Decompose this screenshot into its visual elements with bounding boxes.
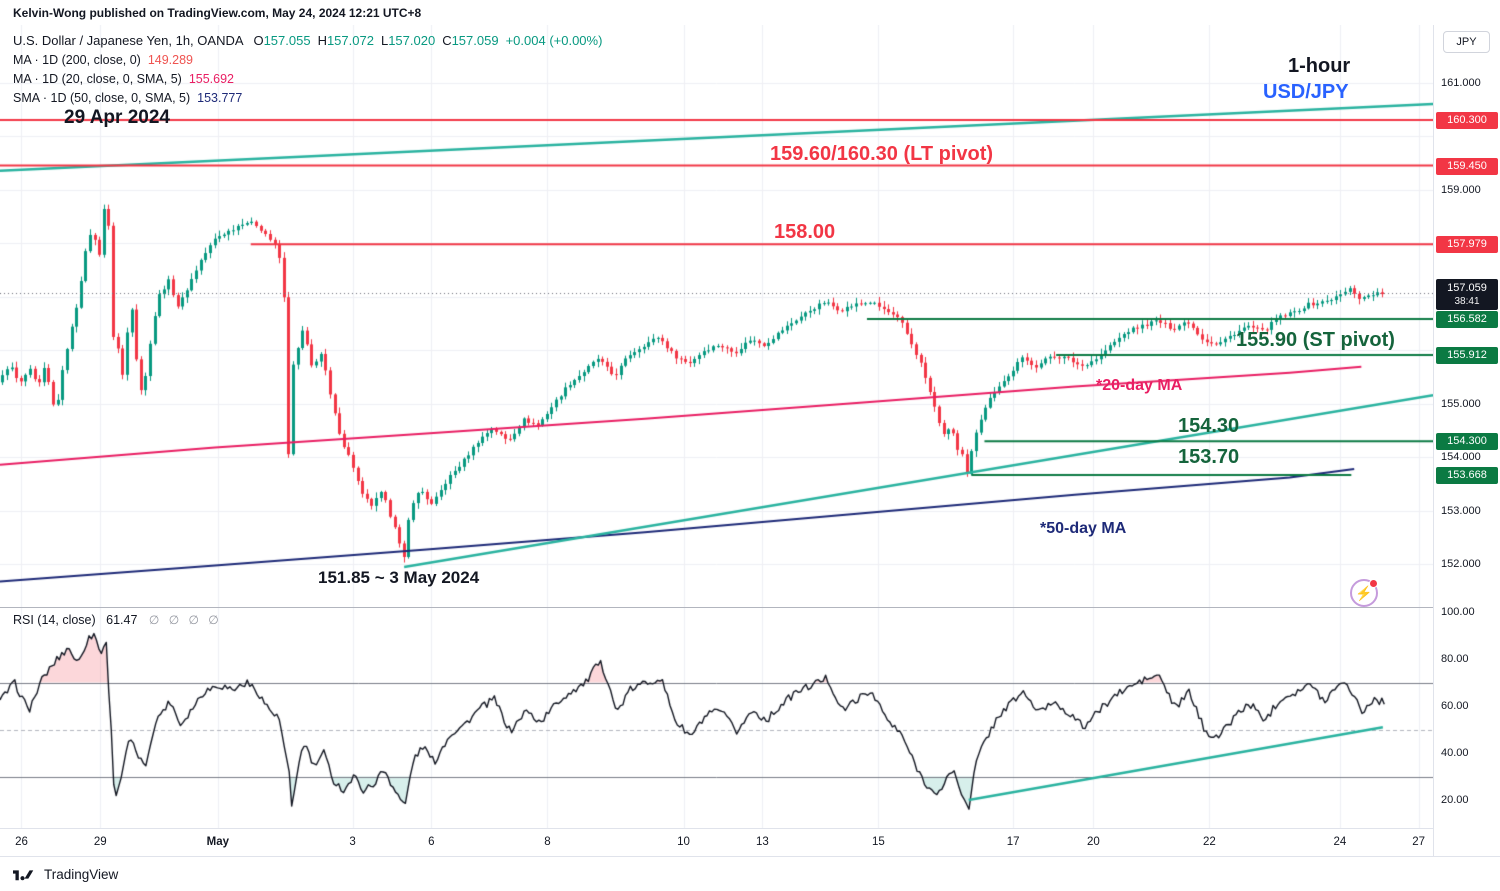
rsi-axis-label: 80.00 (1441, 653, 1469, 665)
indicator-row[interactable]: SMA · 1D (50, close, 0, SMA, 5) 153.777 (13, 88, 602, 107)
footer-bar: TradingView (0, 856, 1500, 891)
time-axis[interactable]: 26 29 May 3 6 8 10 13 15 17 20 22 24 27 (0, 828, 1433, 856)
indicator-value: 153.777 (197, 91, 243, 105)
label-153-70[interactable]: 153.70 (1178, 446, 1240, 468)
price-level-badge: 156.582 (1436, 311, 1498, 329)
ohlc-low-value: 157.020 (388, 33, 436, 48)
ohlc-low-label: L (380, 33, 389, 48)
ohlc-change: +0.004 (+0.00%) (505, 33, 603, 48)
rsi-axis-label: 60.00 (1441, 700, 1469, 712)
symbol-row[interactable]: U.S. Dollar / Japanese Yen, 1h, OANDA O1… (13, 31, 602, 50)
rsi-hidden-source-icons: ∅ ∅ ∅ ∅ (148, 613, 222, 627)
symbol-title: U.S. Dollar / Japanese Yen, 1h, OANDA (13, 33, 243, 48)
label-lt-pivot[interactable]: 159.60/160.30 (LT pivot) (770, 143, 994, 165)
price-level-badge: 157.979 (1436, 236, 1498, 254)
price-level-badge: 160.300 (1436, 112, 1498, 130)
price-axis[interactable]: JPY 161.000 159.000 155.000 154.000 153.000 1… (1433, 25, 1500, 856)
tradingview-brand[interactable]: TradingView (44, 866, 119, 882)
rsi-title: RSI (14, close) (13, 613, 96, 627)
time-axis-label: 8 (544, 836, 551, 848)
rsi-axis-label: 20.00 (1441, 794, 1469, 806)
time-axis-label: 22 (1203, 836, 1216, 848)
time-axis-label: 10 (677, 836, 690, 848)
time-axis-label: 17 (1006, 836, 1020, 848)
time-axis-label: May (206, 836, 229, 848)
time-axis-label: 20 (1086, 836, 1100, 848)
indicator-label: SMA · 1D (50, close, 0, SMA, 5) (13, 91, 191, 105)
label-154-30[interactable]: 154.30 (1178, 415, 1240, 437)
tradingview-logo-icon[interactable] (13, 868, 37, 881)
time-axis-label: 24 (1333, 836, 1347, 848)
indicator-value: 155.692 (188, 72, 234, 86)
chart-area[interactable]: U.S. Dollar / Japanese Yen, 1h, OANDA O1… (0, 25, 1500, 856)
rsi-legend[interactable]: RSI (14, close) 61.47 ∅ ∅ ∅ ∅ (13, 613, 222, 627)
rsi-axis-label: 40.00 (1441, 747, 1469, 759)
label-st-pivot[interactable]: 155.90 (ST pivot) (1236, 329, 1395, 351)
notification-dot (1369, 579, 1378, 588)
price-axis-label: 155.000 (1441, 397, 1481, 410)
main-price-chart-canvas[interactable] (0, 25, 1433, 607)
price-axis-label: 154.000 (1441, 451, 1481, 464)
label-29-apr[interactable]: 29 Apr 2024 (64, 107, 170, 128)
indicator-label: MA · 1D (200, close, 0) (13, 53, 141, 67)
price-axis-label: 161.000 (1441, 76, 1481, 89)
rsi-value: 61.47 (106, 613, 138, 627)
chart-legend: U.S. Dollar / Japanese Yen, 1h, OANDA O1… (13, 31, 602, 107)
label-20day-ma[interactable]: *20-day MA (1096, 377, 1183, 394)
ohlc-close-value: 157.059 (451, 33, 499, 48)
label-timeframe[interactable]: 1-hour (1288, 55, 1351, 77)
rsi-pane-canvas[interactable] (0, 607, 1433, 828)
ohlc-open-value: 157.055 (263, 33, 311, 48)
price-level-badge: 155.912 (1436, 346, 1498, 364)
publish-bar: Kelvin-Wong published on TradingView.com… (0, 0, 1500, 25)
publish-text: Kelvin-Wong published on TradingView.com… (13, 5, 422, 20)
ohlc-open-label: O (253, 33, 264, 48)
time-axis-label: 27 (1412, 836, 1426, 848)
indicator-value: 149.289 (147, 53, 194, 67)
price-level-badge: 159.450 (1436, 157, 1498, 175)
bar-countdown: 38:41 (1454, 295, 1480, 307)
label-pair[interactable]: USD/JPY (1263, 81, 1349, 103)
time-axis-label: 29 (93, 836, 107, 848)
indicator-label: MA · 1D (20, close, 0, SMA, 5) (13, 72, 182, 86)
time-axis-label: 15 (872, 836, 885, 848)
indicator-row[interactable]: MA · 1D (200, close, 0) 149.289 (13, 50, 602, 69)
ohlc-high-label: H (317, 33, 327, 48)
time-axis-label: 26 (15, 836, 28, 848)
currency-chip[interactable]: JPY (1443, 31, 1490, 53)
price-level-badge: 153.668 (1436, 467, 1498, 485)
ohlc-close-label: C (442, 33, 452, 48)
label-158[interactable]: 158.00 (774, 221, 836, 243)
time-axis-label: 3 (349, 836, 356, 848)
label-50day-ma[interactable]: *50-day MA (1040, 520, 1127, 537)
flash-icon[interactable]: ⚡ (1350, 579, 1378, 607)
price-level-badge: 154.300 (1436, 433, 1498, 451)
price-axis-label: 153.000 (1441, 504, 1481, 517)
ohlc-high-value: 157.072 (326, 33, 374, 48)
pane-separator[interactable] (0, 607, 1433, 608)
price-axis-label: 159.000 (1441, 183, 1481, 196)
indicator-legend-rows: MA · 1D (200, close, 0) 149.289 MA · 1D (2… (13, 50, 602, 107)
indicator-row[interactable]: MA · 1D (20, close, 0, SMA, 5) 155.692 (13, 69, 602, 88)
time-axis-label: 6 (428, 836, 435, 848)
price-axis-label: 152.000 (1441, 558, 1481, 571)
ohlc-values: O157.055 H157.072 L157.020 C157.059 +0.004 (… (246, 33, 602, 48)
label-cycle-low[interactable]: 151.85 ~ 3 May 2024 (318, 568, 480, 587)
current-price-badge: 157.059 38:41 (1436, 278, 1498, 310)
current-price-value: 157.059 (1447, 281, 1487, 294)
time-axis-label: 13 (755, 836, 769, 848)
rsi-axis-label: 100.00 (1441, 606, 1475, 618)
